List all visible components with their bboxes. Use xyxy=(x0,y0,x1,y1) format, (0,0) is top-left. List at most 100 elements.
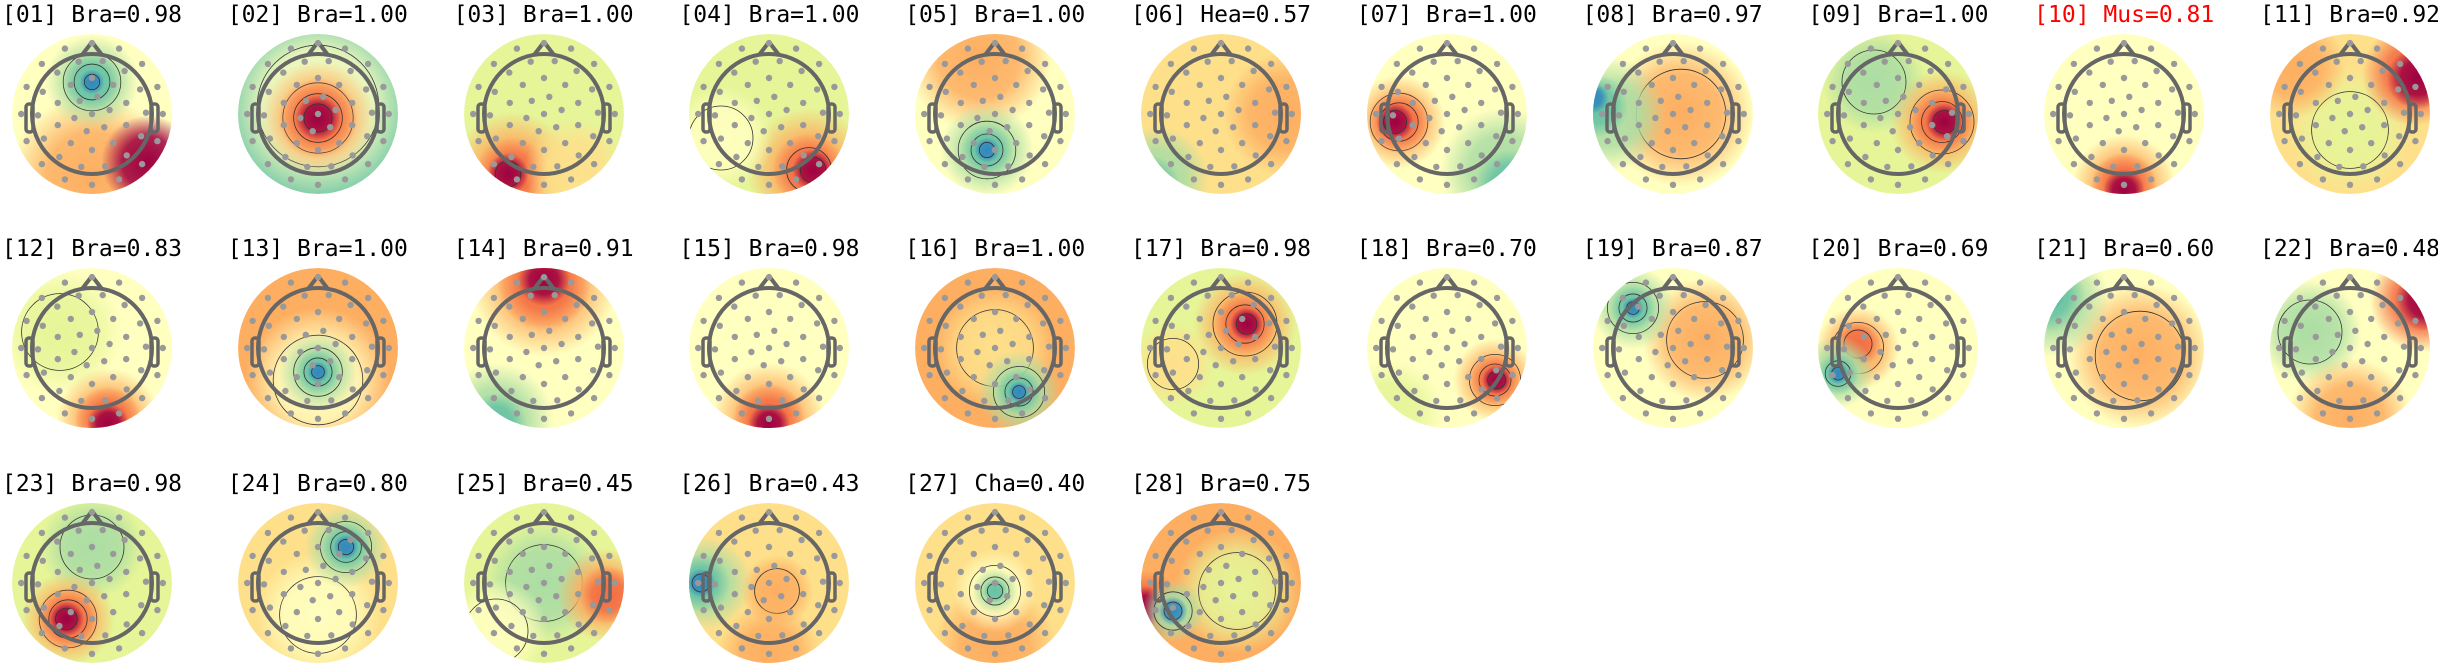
component-topomap-15[interactable]: [15] Bra=0.98 xyxy=(659,235,879,431)
component-topomap-17[interactable]: [17] Bra=0.98 xyxy=(1111,235,1331,431)
electrode-dot xyxy=(1057,552,1064,560)
component-topomap-05[interactable]: [05] Bra=1.00 xyxy=(885,1,1105,197)
electrode-dot xyxy=(1443,308,1450,316)
electrode-dot xyxy=(1235,575,1242,583)
component-title: [14] Bra=0.91 xyxy=(453,236,634,262)
electrode-dot xyxy=(815,133,822,140)
component-topomap-07[interactable]: [07] Bra=1.00 xyxy=(1337,1,1557,197)
electrode-dot xyxy=(260,112,267,119)
electrode-dot xyxy=(301,58,308,65)
left-ear-outline xyxy=(24,571,35,603)
component-topomap-20[interactable]: [20] Bra=0.69 xyxy=(1788,235,2008,431)
component-topomap-24[interactable]: [24] Bra=0.80 xyxy=(208,470,428,666)
electrode-dot xyxy=(551,57,558,65)
electrode-dot xyxy=(814,86,821,93)
component-topomap-06[interactable]: [06] Hea=0.57 xyxy=(1111,1,1331,197)
electrode-dot xyxy=(1042,294,1049,302)
electrode-dot xyxy=(2346,415,2354,422)
component-topomap-10[interactable]: [10] Mus=0.81 xyxy=(2014,1,2234,197)
component-topomap-13[interactable]: [13] Bra=1.00 xyxy=(208,235,428,431)
component-topomap-23[interactable]: [23] Bra=0.98 xyxy=(0,470,202,666)
electrode-dot xyxy=(2131,291,2139,299)
component-topomap-12[interactable]: [12] Bra=0.83 xyxy=(0,235,202,431)
electrode-dot xyxy=(1669,74,1676,82)
electrode-dot xyxy=(1252,621,1259,628)
component-topomap-09[interactable]: [09] Bra=1.00 xyxy=(1788,1,2008,197)
component-topomap-01[interactable]: [01] Bra=0.98 xyxy=(0,1,202,197)
electrode-dot xyxy=(793,45,800,52)
component-topomap-27[interactable]: [27] Cha=0.40 xyxy=(885,470,1105,666)
electrode-dot xyxy=(978,527,986,534)
component-topomap-08[interactable]: [08] Bra=0.97 xyxy=(1563,1,1783,197)
component-title: [20] Bra=0.69 xyxy=(1808,236,1989,262)
electrode-dot xyxy=(957,69,964,76)
electrode-dot xyxy=(2088,153,2095,161)
electrode-dot xyxy=(1005,397,1012,404)
electrode-dot xyxy=(964,176,972,183)
electrode-dot xyxy=(1190,279,1198,286)
electrode-dot xyxy=(88,74,96,82)
electrode-dot xyxy=(1416,45,1423,52)
component-topomap-16[interactable]: [16] Bra=1.00 xyxy=(885,235,1105,431)
electrode-dot xyxy=(314,74,321,82)
electrode-dot xyxy=(605,83,613,91)
component-topomap-25[interactable]: [25] Bra=0.45 xyxy=(434,470,654,666)
electrode-dot xyxy=(1217,380,1225,388)
electrode-dot xyxy=(1372,344,1380,352)
electrode-dot xyxy=(752,292,760,299)
electrode-dot xyxy=(718,135,725,142)
electrode-dot xyxy=(1734,83,1742,91)
electrode-dot xyxy=(1929,99,1936,107)
component-topomap-18[interactable]: [18] Bra=0.70 xyxy=(1337,235,1557,431)
electrode-dot xyxy=(142,109,150,116)
electrode-dot xyxy=(1657,97,1664,105)
component-label: Bra xyxy=(1426,236,1468,262)
component-topomap-21[interactable]: [21] Bra=0.60 xyxy=(2014,235,2234,431)
electrode-dot xyxy=(1868,279,1875,286)
component-topomap-28[interactable]: [28] Bra=0.75 xyxy=(1111,470,1331,666)
electrode-dot xyxy=(23,317,30,325)
component-label: Bra xyxy=(974,2,1016,28)
component-topomap-14[interactable]: [14] Bra=0.91 xyxy=(434,235,654,431)
component-topomap-04[interactable]: [04] Bra=1.00 xyxy=(659,1,879,197)
electrode-dot xyxy=(1252,99,1259,107)
electrode-dot xyxy=(588,86,595,93)
component-index: [13] xyxy=(227,236,298,262)
electrode-dot xyxy=(1461,106,1468,114)
component-topomap-03[interactable]: [03] Bra=1.00 xyxy=(434,1,654,197)
electrode-dot xyxy=(800,152,808,159)
electrode-dot xyxy=(2055,83,2062,91)
electrode-dot xyxy=(1432,397,1440,405)
electrode-dot xyxy=(937,581,945,588)
electrode-dot xyxy=(1636,387,1644,395)
electrode-dot xyxy=(2396,294,2404,302)
electrode-dot xyxy=(1147,579,1154,587)
topomap xyxy=(1592,34,1753,194)
electrode-dot xyxy=(2186,137,2193,145)
electrode-dot xyxy=(335,81,343,89)
electrode-dot xyxy=(34,112,42,119)
component-score: 0.83 xyxy=(126,236,183,262)
component-topomap-19[interactable]: [19] Bra=0.87 xyxy=(1563,235,1783,431)
electrode-dot xyxy=(123,621,130,628)
electrode-dot xyxy=(326,593,334,600)
electrode-dot xyxy=(123,333,130,341)
electrode-dot xyxy=(78,397,85,405)
electrode-dot xyxy=(123,121,130,129)
electrode-dot xyxy=(2050,344,2057,352)
electrode-dot xyxy=(2050,110,2057,118)
electrode-dot xyxy=(519,608,526,616)
component-score: 0.92 xyxy=(2384,2,2438,28)
electrode-dot xyxy=(1829,317,1837,325)
component-topomap-22[interactable]: [22] Bra=0.48 xyxy=(2240,235,2438,431)
electrode-dot xyxy=(54,121,62,129)
electrode-dot xyxy=(88,146,96,154)
component-topomap-11[interactable]: [11] Bra=0.92 xyxy=(2240,1,2438,197)
electrode-dot xyxy=(2281,137,2288,145)
electrode-dot xyxy=(2171,294,2178,302)
component-index: [10] xyxy=(2034,2,2104,28)
electrode-dot xyxy=(1895,344,1902,352)
component-topomap-02[interactable]: [02] Bra=1.00 xyxy=(208,1,428,197)
electrode-dot xyxy=(88,110,96,118)
component-topomap-26[interactable]: [26] Bra=0.43 xyxy=(659,470,879,666)
